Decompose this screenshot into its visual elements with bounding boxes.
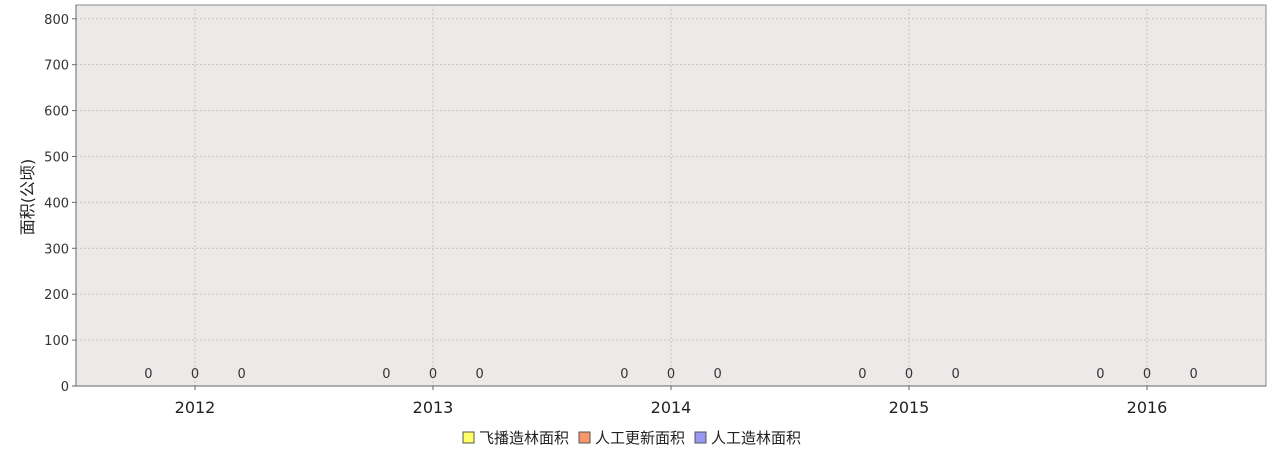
y-tick-label: 500 <box>44 150 69 165</box>
grid-lines <box>76 5 1266 386</box>
y-axis-label: 面积(公顷) <box>18 159 37 236</box>
data-label: 0 <box>237 367 245 382</box>
data-label: 0 <box>620 367 628 382</box>
data-label: 0 <box>667 367 675 382</box>
data-label: 0 <box>858 367 866 382</box>
data-label: 0 <box>951 367 959 382</box>
y-tick-label: 0 <box>61 380 69 395</box>
data-label: 0 <box>382 367 390 382</box>
legend-swatch <box>694 431 707 444</box>
axes: 0 100 200 300 400 500 600 700 800 2012 2013 2014 201… <box>44 5 1266 417</box>
legend-swatch <box>462 431 475 444</box>
legend-item[interactable]: 飞播造林面积 <box>462 429 569 447</box>
x-tick-label: 2016 <box>1127 398 1168 417</box>
y-tick-label: 300 <box>44 242 69 257</box>
legend-item[interactable]: 人工更新面积 <box>578 429 685 447</box>
y-tick-label: 200 <box>44 288 69 303</box>
y-tick-label: 600 <box>44 105 69 120</box>
legend-label: 飞播造林面积 <box>479 429 569 447</box>
y-tick-label: 700 <box>44 59 69 74</box>
data-label: 0 <box>429 367 437 382</box>
data-label: 0 <box>905 367 913 382</box>
legend-swatch <box>578 431 591 444</box>
x-tick-label: 2015 <box>889 398 930 417</box>
data-label: 0 <box>1096 367 1104 382</box>
legend: 飞播造林面积 人工更新面积 人工造林面积 <box>462 429 801 447</box>
data-label: 0 <box>1143 367 1151 382</box>
x-tick-label: 2014 <box>651 398 692 417</box>
legend-item[interactable]: 人工造林面积 <box>694 429 801 447</box>
y-tick-label: 400 <box>44 196 69 211</box>
y-tick-label: 800 <box>44 13 69 28</box>
x-tick-label: 2012 <box>175 398 216 417</box>
x-tick-label: 2013 <box>413 398 454 417</box>
value-labels: 0 0 0 0 0 0 0 0 0 0 0 0 0 0 0 <box>144 367 1197 382</box>
legend-label: 人工更新面积 <box>595 429 685 447</box>
data-label: 0 <box>475 367 483 382</box>
y-tick-label: 100 <box>44 334 69 349</box>
data-label: 0 <box>144 367 152 382</box>
legend-label: 人工造林面积 <box>711 429 801 447</box>
data-label: 0 <box>713 367 721 382</box>
data-label: 0 <box>191 367 199 382</box>
data-label: 0 <box>1189 367 1197 382</box>
